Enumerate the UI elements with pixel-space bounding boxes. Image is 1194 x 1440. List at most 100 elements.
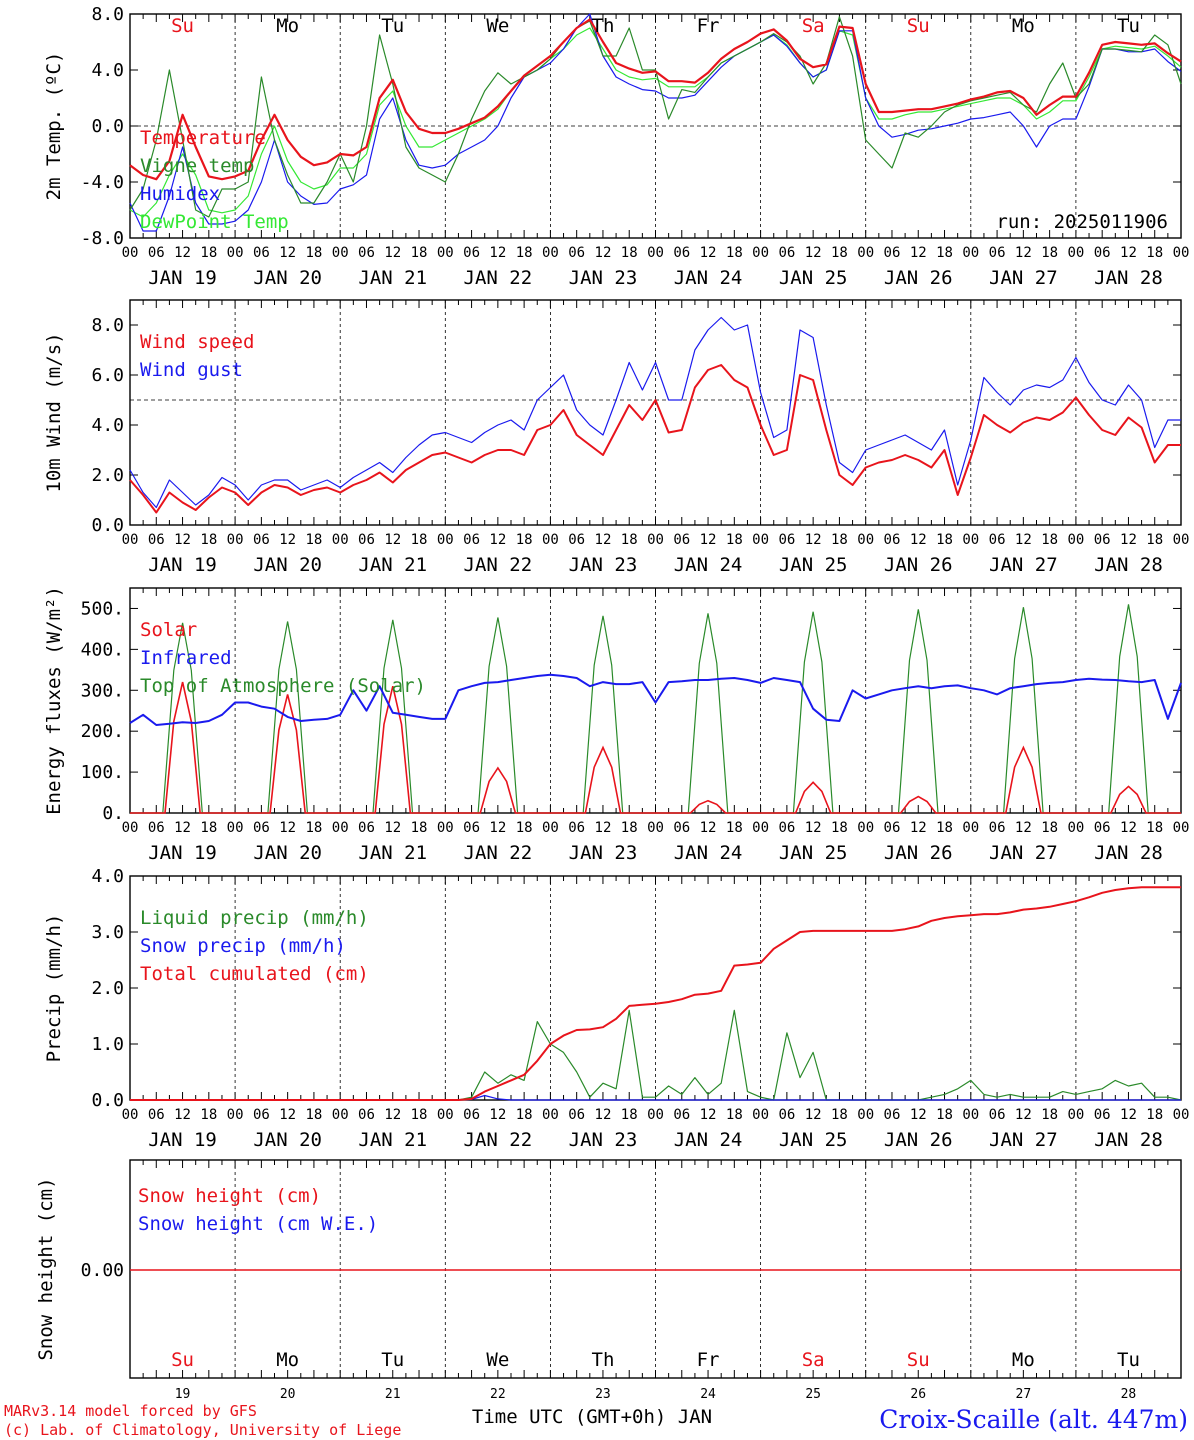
legend-entry: Vigne temp bbox=[140, 155, 254, 177]
hour-tick-label: 06 bbox=[568, 532, 585, 548]
legend-entry: Top of Atmosphere (Solar) bbox=[140, 675, 426, 697]
date-label: JAN 19 bbox=[148, 554, 217, 576]
hour-tick-label: 18 bbox=[411, 245, 428, 261]
hour-tick-label: 12 bbox=[1015, 1107, 1032, 1123]
hour-tick-label: 06 bbox=[253, 532, 270, 548]
hour-tick-label: 00 bbox=[752, 532, 769, 548]
hour-tick-label: 00 bbox=[857, 532, 874, 548]
infrared-line bbox=[129, 673, 1182, 726]
weekday-label: Th bbox=[592, 1349, 615, 1371]
y-tick-label: 0.0 bbox=[91, 1090, 124, 1111]
date-label: JAN 26 bbox=[884, 1129, 953, 1151]
weekday-label: Sa bbox=[802, 1349, 825, 1371]
hour-tick-label: 00 bbox=[1173, 820, 1190, 836]
hour-tick-label: 06 bbox=[778, 1107, 795, 1123]
solar-line bbox=[130, 681, 1181, 814]
day-number-label: 22 bbox=[490, 1387, 506, 1402]
date-label: JAN 24 bbox=[674, 842, 743, 864]
hour-tick-label: 00 bbox=[647, 820, 664, 836]
hour-tick-label: 18 bbox=[1146, 1107, 1163, 1123]
hour-tick-label: 18 bbox=[831, 820, 848, 836]
hour-tick-label: 00 bbox=[752, 820, 769, 836]
hour-tick-label: 06 bbox=[989, 1107, 1006, 1123]
legend-entry: Wind gust bbox=[140, 359, 243, 381]
hour-tick-label: 06 bbox=[778, 820, 795, 836]
hour-tick-label: 00 bbox=[962, 820, 979, 836]
hour-tick-label: 00 bbox=[542, 820, 559, 836]
date-label: JAN 19 bbox=[148, 267, 217, 289]
weekday-label: Tu bbox=[1117, 15, 1140, 37]
hour-tick-label: 12 bbox=[489, 820, 506, 836]
y-tick-label: 4.0 bbox=[91, 866, 124, 887]
hour-tick-label: 18 bbox=[621, 532, 638, 548]
hour-tick-label: 12 bbox=[1015, 245, 1032, 261]
hour-tick-label: 00 bbox=[1067, 532, 1084, 548]
hour-tick-label: 00 bbox=[332, 532, 349, 548]
date-label: JAN 23 bbox=[569, 842, 638, 864]
hour-tick-label: 00 bbox=[542, 245, 559, 261]
hour-tick-label: 18 bbox=[1041, 820, 1058, 836]
hour-tick-label: 18 bbox=[200, 1107, 217, 1123]
hour-tick-label: 12 bbox=[279, 820, 296, 836]
hour-tick-label: 06 bbox=[148, 1107, 165, 1123]
hour-tick-label: 18 bbox=[305, 245, 322, 261]
y-axis-title-4: Precip (mm/h) bbox=[43, 914, 65, 1063]
hour-tick-label: 12 bbox=[595, 820, 612, 836]
hour-tick-label: 18 bbox=[305, 532, 322, 548]
date-label: JAN 22 bbox=[464, 267, 533, 289]
date-label: JAN 22 bbox=[464, 554, 533, 576]
series-line-red bbox=[129, 18, 1182, 181]
day-number-label: 28 bbox=[1121, 1387, 1137, 1402]
y-tick-label: 8.0 bbox=[91, 4, 124, 25]
date-label: JAN 24 bbox=[674, 1129, 743, 1151]
hour-tick-label: 12 bbox=[700, 532, 717, 548]
hour-tick-label: 12 bbox=[384, 820, 401, 836]
hour-tick-label: 00 bbox=[122, 532, 139, 548]
day-number-label: 21 bbox=[385, 1387, 401, 1402]
hour-tick-label: 18 bbox=[411, 1107, 428, 1123]
y-tick-label: 2.0 bbox=[91, 978, 124, 999]
hour-tick-label: 18 bbox=[936, 532, 953, 548]
hour-tick-label: 00 bbox=[857, 1107, 874, 1123]
weekday-label: Fr bbox=[697, 15, 720, 37]
y-axis-title-1: 2m Temp. (ºC) bbox=[43, 52, 65, 201]
model-credit: MARv3.14 model forced by GFS bbox=[4, 1402, 257, 1420]
date-label: JAN 20 bbox=[253, 1129, 322, 1151]
hour-tick-label: 18 bbox=[516, 1107, 533, 1123]
hour-tick-label: 00 bbox=[227, 1107, 244, 1123]
hour-tick-label: 18 bbox=[831, 1107, 848, 1123]
hour-tick-label: 06 bbox=[884, 245, 901, 261]
hour-tick-label: 12 bbox=[700, 245, 717, 261]
hour-tick-label: 12 bbox=[910, 532, 927, 548]
y-tick-label: 0.0 bbox=[91, 515, 124, 536]
y-tick-label: 1.0 bbox=[91, 1034, 124, 1055]
hour-tick-label: 06 bbox=[884, 820, 901, 836]
date-label: JAN 19 bbox=[148, 1129, 217, 1151]
hour-tick-label: 06 bbox=[568, 820, 585, 836]
hour-tick-label: 06 bbox=[1094, 532, 1111, 548]
weekday-label: Mo bbox=[1012, 15, 1035, 37]
date-label: JAN 24 bbox=[674, 267, 743, 289]
day-number-label: 20 bbox=[280, 1387, 296, 1402]
wind-speed-line bbox=[129, 364, 1181, 514]
hour-tick-label: 06 bbox=[253, 245, 270, 261]
day-number-label: 23 bbox=[595, 1387, 611, 1402]
hour-tick-label: 00 bbox=[962, 532, 979, 548]
hour-tick-label: 12 bbox=[1120, 820, 1137, 836]
hour-tick-label: 00 bbox=[437, 532, 454, 548]
legend-entry: Snow height (cm W.E.) bbox=[138, 1213, 378, 1235]
date-label: JAN 24 bbox=[674, 554, 743, 576]
date-label: JAN 23 bbox=[569, 554, 638, 576]
day-number-label: 24 bbox=[700, 1387, 716, 1402]
legend-entry: Total cumulated (cm) bbox=[140, 963, 369, 985]
y-tick-label: 3.0 bbox=[91, 922, 124, 943]
hour-tick-label: 12 bbox=[805, 820, 822, 836]
hour-tick-label: 18 bbox=[411, 820, 428, 836]
weekday-label: Su bbox=[907, 1349, 930, 1371]
hour-tick-label: 18 bbox=[1146, 245, 1163, 261]
y-tick-label: 4.0 bbox=[91, 60, 124, 81]
day-number-label: 27 bbox=[1016, 1387, 1032, 1402]
hour-tick-label: 00 bbox=[332, 820, 349, 836]
y-tick-label: 200. bbox=[81, 721, 124, 742]
hour-tick-label: 06 bbox=[989, 820, 1006, 836]
